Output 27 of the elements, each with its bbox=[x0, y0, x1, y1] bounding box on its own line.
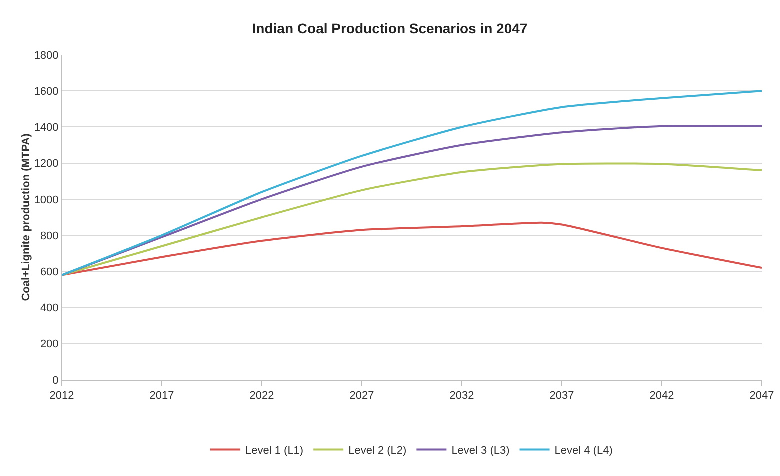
line-series bbox=[62, 90, 762, 276]
y-tick-label: 1600 bbox=[34, 86, 59, 98]
line-series bbox=[62, 222, 762, 276]
legend-label: Level 2 (L2) bbox=[348, 445, 407, 458]
y-axis-title: Coal+Lignite production (MTPA) bbox=[20, 133, 32, 302]
x-tick-label: 2027 bbox=[350, 390, 374, 402]
y-tick-label: 1200 bbox=[34, 158, 59, 170]
legend-label: Level 4 (L4) bbox=[554, 445, 613, 458]
x-tick-label: 2047 bbox=[750, 390, 774, 402]
x-tick-label: 2032 bbox=[450, 390, 474, 402]
y-tick-label: 1800 bbox=[34, 50, 59, 62]
y-tick-label: 0 bbox=[52, 374, 59, 387]
y-tick-label: 200 bbox=[40, 338, 59, 351]
y-tick-label: 800 bbox=[40, 230, 59, 242]
x-tick-label: 2012 bbox=[50, 390, 74, 402]
line-series bbox=[62, 162, 762, 276]
y-tick-label: 1000 bbox=[34, 194, 59, 206]
y-tick-label: 600 bbox=[40, 266, 59, 279]
y-tick-label: 400 bbox=[40, 302, 59, 315]
chart-title: Indian Coal Production Scenarios in 2047 bbox=[252, 20, 528, 37]
x-tick-label: 2042 bbox=[650, 390, 674, 402]
legend-label: Level 3 (L3) bbox=[452, 445, 510, 458]
x-tick-label: 2037 bbox=[550, 390, 574, 402]
x-tick-label: 2022 bbox=[250, 390, 274, 402]
legend-label: Level 1 (L1) bbox=[246, 445, 304, 458]
y-tick-label: 1400 bbox=[34, 122, 59, 134]
x-tick-label: 2017 bbox=[150, 390, 174, 402]
